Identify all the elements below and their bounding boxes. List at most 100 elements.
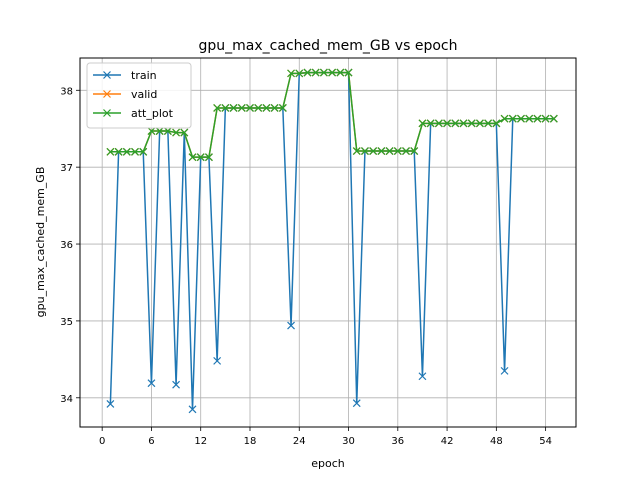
legend-label: train — [131, 69, 157, 82]
data-point — [287, 69, 295, 78]
x-axis: 0 6 12 18 24 30 36 42 48 54 — [99, 427, 552, 447]
marker-stroke — [172, 128, 181, 137]
marker-stroke — [295, 69, 304, 78]
x-tick-label: 6 — [148, 436, 154, 447]
marker-stroke — [369, 147, 378, 155]
data-point — [188, 153, 197, 162]
y-tick-label: 34 — [60, 394, 73, 405]
x-tick-label: 24 — [293, 436, 306, 447]
marker-stroke — [188, 153, 197, 162]
marker-stroke — [106, 147, 115, 156]
data-point — [328, 68, 337, 77]
marker-stroke — [246, 104, 254, 112]
data-point — [287, 321, 295, 330]
data-point — [319, 68, 328, 77]
data-point — [246, 104, 254, 112]
data-point — [517, 114, 525, 123]
y-axis: 34 35 36 37 38 — [60, 86, 80, 405]
marker-stroke — [533, 114, 542, 123]
legend-item: train — [93, 69, 157, 82]
marker-stroke — [549, 114, 558, 123]
plot-frame — [79, 57, 577, 428]
marker-stroke — [196, 153, 205, 162]
legend: train valid att_plot — [86, 62, 192, 129]
marker-stroke — [402, 147, 410, 155]
marker-stroke — [517, 114, 525, 123]
marker-stroke — [221, 104, 230, 112]
data-point — [106, 147, 115, 156]
series-att-plot — [106, 68, 558, 162]
data-point — [484, 119, 493, 128]
legend-label: att_plot — [131, 107, 174, 120]
data-point — [500, 366, 509, 375]
data-point — [377, 147, 386, 155]
x-tick-label: 48 — [490, 436, 503, 447]
legend-marker — [103, 71, 111, 79]
marker-stroke — [122, 147, 131, 156]
data-point — [459, 119, 468, 128]
y-tick-label: 35 — [60, 317, 73, 328]
marker-stroke — [163, 127, 172, 135]
data-point — [344, 68, 353, 77]
data-point — [188, 405, 197, 414]
y-axis-label: gpu_max_cached_mem_GB — [34, 167, 47, 318]
x-tick-label: 54 — [539, 436, 552, 447]
data-point — [303, 68, 312, 77]
marker-stroke — [451, 119, 460, 128]
marker-stroke — [103, 109, 111, 117]
marker-stroke — [287, 321, 295, 330]
marker-stroke — [319, 68, 328, 77]
data-point — [549, 114, 558, 123]
marker-stroke — [103, 90, 111, 98]
marker-stroke — [361, 147, 369, 155]
data-point — [311, 68, 320, 77]
marker-stroke — [500, 114, 509, 123]
data-point — [508, 114, 517, 123]
data-point — [221, 104, 230, 112]
marker-stroke — [147, 379, 156, 388]
data-point — [131, 147, 139, 156]
marker-stroke — [377, 147, 386, 155]
x-tick-label: 36 — [391, 436, 404, 447]
marker-stroke — [155, 127, 164, 135]
y-tick-label: 38 — [60, 86, 73, 97]
marker-stroke — [393, 147, 402, 155]
data-point — [434, 119, 443, 128]
marker-stroke — [131, 147, 139, 156]
legend-marker — [103, 90, 111, 98]
data-point — [180, 128, 189, 137]
marker-stroke — [508, 114, 517, 123]
marker-stroke — [475, 119, 484, 128]
data-point — [533, 114, 542, 123]
x-axis-label: epoch — [311, 457, 345, 470]
legend-item: att_plot — [93, 107, 174, 120]
x-tick-label: 42 — [441, 436, 454, 447]
marker-stroke — [270, 104, 279, 112]
data-point — [213, 356, 222, 365]
marker-stroke — [500, 366, 509, 375]
data-point — [352, 147, 361, 155]
marker-stroke — [434, 119, 443, 128]
data-point — [426, 119, 435, 128]
marker-stroke — [484, 119, 493, 128]
data-point — [237, 104, 246, 112]
data-point — [295, 69, 304, 78]
data-point — [336, 68, 345, 77]
data-point — [205, 153, 213, 162]
data-point — [106, 400, 115, 408]
marker-stroke — [418, 119, 427, 128]
data-point — [196, 153, 205, 162]
marker-stroke — [336, 68, 345, 77]
marker-stroke — [352, 147, 361, 155]
data-point — [270, 104, 279, 112]
data-point — [122, 147, 131, 156]
legend-box — [86, 62, 192, 129]
marker-stroke — [311, 68, 320, 77]
legend-marker — [103, 109, 111, 117]
marker-stroke — [188, 405, 197, 414]
series-layer — [106, 68, 558, 414]
data-point — [172, 128, 181, 137]
data-point — [278, 104, 287, 112]
marker-stroke — [352, 399, 361, 408]
